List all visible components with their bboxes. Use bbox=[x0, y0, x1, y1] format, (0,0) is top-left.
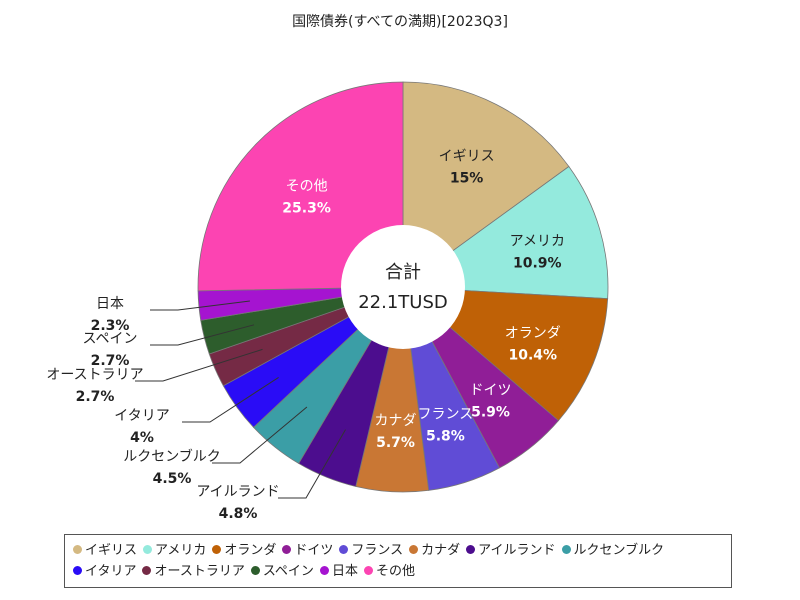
legend-label: スペイン bbox=[262, 564, 314, 579]
slice-11-leader-line bbox=[150, 300, 250, 311]
slice-6-percent: 4.8% bbox=[219, 506, 258, 522]
slice-6-leader-line bbox=[278, 429, 346, 499]
slice-6-label: アイルランド bbox=[196, 484, 279, 500]
legend-swatch bbox=[73, 566, 82, 575]
legend-item-9: オーストラリア bbox=[142, 561, 245, 582]
legend-label: イギリス bbox=[85, 543, 138, 558]
slice-1-label: アメリカ bbox=[510, 234, 565, 250]
slice-4-label: フランス bbox=[418, 406, 474, 422]
slice-8-label: イタリア bbox=[114, 408, 169, 424]
legend-item-10: スペイン bbox=[250, 561, 314, 582]
legend-label: アメリカ bbox=[155, 543, 207, 558]
legend-item-8: イタリア bbox=[73, 561, 136, 582]
slice-5-percent: 5.7% bbox=[376, 435, 415, 451]
slice-12-percent: 25.3% bbox=[282, 200, 331, 216]
slice-9-label: オーストラリア bbox=[46, 367, 143, 383]
legend-item-7: ルクセンブルク bbox=[561, 540, 665, 561]
legend-item-12: その他 bbox=[363, 561, 415, 582]
legend-swatch bbox=[363, 566, 373, 575]
legend-label: カナダ bbox=[421, 543, 461, 558]
legend-item-0: イギリス bbox=[73, 540, 137, 561]
slice-10-percent: 2.7% bbox=[91, 353, 130, 369]
slice-2-label: オランダ bbox=[505, 325, 561, 341]
slice-3-label: ドイツ bbox=[470, 382, 512, 398]
slice-4-percent: 5.8% bbox=[426, 428, 465, 444]
slice-5-label: カナダ bbox=[375, 413, 417, 429]
slice-0-wedge bbox=[402, 81, 570, 288]
slice-8-leader-line bbox=[182, 376, 279, 423]
legend-swatch bbox=[212, 545, 222, 554]
slice-12-label: その他 bbox=[286, 178, 328, 194]
slice-1-percent: 10.9% bbox=[513, 256, 562, 272]
legend-label: オーストラリア bbox=[154, 564, 245, 579]
legend-swatch bbox=[250, 566, 260, 575]
legend-label: ルクセンブルク bbox=[573, 543, 665, 558]
center-total-label: 合計 bbox=[385, 262, 421, 283]
slice-9-percent: 2.7% bbox=[76, 389, 115, 405]
slice-7-label: ルクセンブルク bbox=[123, 448, 221, 465]
legend-item-2: オランダ bbox=[212, 540, 276, 561]
legend-swatch bbox=[143, 545, 153, 554]
legend-label: オランダ bbox=[224, 543, 277, 558]
slice-7-leader-line bbox=[212, 406, 308, 464]
donut-hole bbox=[341, 225, 465, 349]
legend-item-5: カナダ bbox=[409, 540, 460, 561]
slice-3-percent: 5.9% bbox=[471, 404, 510, 420]
legend-swatch bbox=[466, 545, 476, 554]
slice-11-label: 日本 bbox=[96, 296, 124, 312]
center-total-value: 22.1TUSD bbox=[358, 292, 448, 313]
legend-label: 日本 bbox=[331, 564, 358, 579]
slice-8-percent: 4% bbox=[130, 430, 154, 446]
legend-swatch bbox=[339, 545, 349, 554]
legend-label: フランス bbox=[351, 543, 404, 558]
slice-12-wedge bbox=[197, 81, 404, 292]
legend-item-11: 日本 bbox=[319, 561, 358, 582]
legend-item-3: ドイツ bbox=[282, 540, 333, 561]
legend-swatch bbox=[142, 566, 152, 575]
slice-0-label: イギリス bbox=[439, 148, 495, 164]
legend-label: イタリア bbox=[85, 564, 137, 579]
legend-swatch bbox=[319, 566, 329, 575]
slice-labels: イギリス 15% アメリカ 10.9% オランダ 10.4% ドイツ 5.9%フランス 5.8%… bbox=[46, 148, 565, 522]
slice-7-percent: 4.5% bbox=[153, 471, 192, 487]
legend-swatch bbox=[409, 545, 419, 554]
legend-item-6: アイルランド bbox=[466, 540, 556, 561]
legend: イギリス アメリカ オランダ ドイツ フランス カナダ アイルランド ルクセンブルクイタリア オ… bbox=[64, 534, 732, 588]
slice-0-percent: 15% bbox=[450, 170, 484, 186]
slice-2-percent: 10.4% bbox=[509, 347, 558, 363]
leader-lines bbox=[135, 300, 346, 499]
legend-swatch bbox=[73, 545, 82, 554]
legend-label: アイルランド bbox=[478, 543, 556, 558]
slice-9-leader-line bbox=[135, 348, 263, 382]
slice-11-percent: 2.3% bbox=[91, 318, 130, 334]
legend-label: その他 bbox=[375, 564, 415, 579]
slice-10-label: スペイン bbox=[82, 331, 137, 347]
legend-label: ドイツ bbox=[294, 543, 334, 558]
legend-item-4: フランス bbox=[339, 540, 403, 561]
chart-title: 国際債券(すべての満期)[2023Q3] bbox=[292, 14, 508, 30]
legend-swatch bbox=[561, 545, 571, 554]
legend-swatch bbox=[282, 545, 292, 554]
slice-10-leader-line bbox=[150, 324, 255, 346]
legend-item-1: アメリカ bbox=[143, 540, 206, 561]
